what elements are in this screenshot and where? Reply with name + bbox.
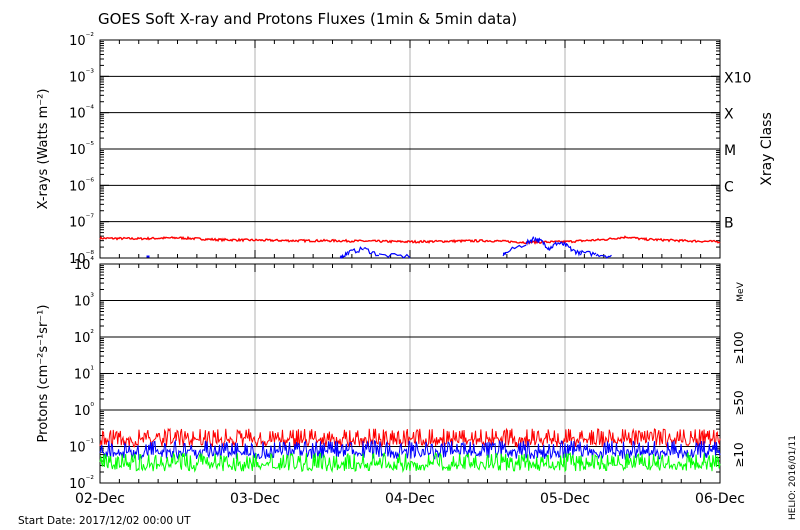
start-date-label: Start Date: 2017/12/02 00:00 UT bbox=[18, 515, 191, 527]
y-tick-label: 10⁻⁴ bbox=[69, 105, 94, 122]
y-tick-label: 10³ bbox=[74, 293, 95, 310]
energy-label-50: ≥50 bbox=[732, 390, 746, 415]
xray-series-short bbox=[595, 253, 612, 259]
xray-series-short bbox=[572, 248, 582, 257]
x-tick-label: 06-Dec bbox=[695, 491, 745, 507]
y-tick-label: 10⁻⁵ bbox=[69, 141, 94, 158]
xray-series-short bbox=[502, 244, 527, 257]
xray-series-short bbox=[548, 240, 558, 251]
xray-series-short bbox=[579, 249, 597, 258]
xray-class-label: M bbox=[724, 143, 736, 159]
xray-series-short bbox=[525, 235, 535, 246]
y-tick-label: 10⁰ bbox=[74, 402, 95, 419]
x-tick-label: 04-Dec bbox=[385, 491, 435, 507]
y-tick-label: 10⁻⁷ bbox=[69, 214, 94, 231]
xray-series-long bbox=[99, 235, 721, 245]
y-axis-label: X-rays (Watts m⁻²) bbox=[36, 89, 51, 210]
xray-class-label: X bbox=[724, 107, 734, 123]
x-tick-label: 02-Dec bbox=[75, 491, 125, 507]
xray-series-short bbox=[556, 241, 566, 247]
y-tick-label: 10¹ bbox=[74, 366, 95, 383]
proton-panel: 10⁻² 10⁻¹ 10⁰ 10¹ 10² 10³ 10⁴ Protons (cm⁻²s⁻¹s… bbox=[36, 256, 746, 492]
y-tick-label: 10⁴ bbox=[74, 256, 95, 273]
xray-class-label: X10 bbox=[724, 70, 751, 86]
y-tick-label: 10⁻² bbox=[69, 32, 94, 49]
xray-panel: 10⁻⁸10⁻⁷10⁻⁶10⁻⁵10⁻⁴10⁻³10⁻²X-rays (Watt… bbox=[36, 32, 775, 267]
proton-series-2 bbox=[99, 451, 721, 474]
xray-series-short bbox=[564, 242, 574, 253]
xray-series-short bbox=[541, 240, 551, 251]
proton-series-1 bbox=[99, 439, 721, 461]
xray-series-short bbox=[347, 246, 364, 256]
y-tick-label: 10² bbox=[74, 329, 95, 346]
y-tick-label: 10⁻² bbox=[69, 475, 94, 492]
energy-label-10: ≥10 bbox=[732, 442, 746, 467]
xray-series-short bbox=[363, 247, 380, 257]
xray-series-short bbox=[533, 236, 543, 244]
y-tick-label: 10⁻¹ bbox=[69, 439, 94, 456]
energy-unit-label: MeV bbox=[736, 281, 746, 301]
chart-title: GOES Soft X-ray and Protons Fluxes (1min… bbox=[98, 10, 517, 28]
helio-credit: HELIO: 2016/01/11 bbox=[788, 435, 798, 520]
y-tick-label: 10⁻⁶ bbox=[69, 177, 94, 194]
xray-series-short bbox=[378, 252, 411, 259]
energy-label-100: ≥100 bbox=[732, 332, 746, 365]
xray-class-label: C bbox=[724, 179, 734, 195]
y-tick-label: 10⁻³ bbox=[69, 68, 94, 85]
xray-class-label: B bbox=[724, 216, 734, 232]
xray-series-short bbox=[339, 251, 349, 259]
x-axis: 02-Dec 03-Dec 04-Dec 05-Dec 06-Dec bbox=[75, 491, 745, 507]
proton-series-0 bbox=[99, 427, 721, 449]
y-axis-label: Protons (cm⁻²s⁻¹sr⁻¹) bbox=[36, 305, 51, 443]
x-tick-label: 03-Dec bbox=[230, 491, 280, 507]
x-tick-label: 05-Dec bbox=[540, 491, 590, 507]
right-axis-title: Xray Class bbox=[759, 112, 775, 186]
